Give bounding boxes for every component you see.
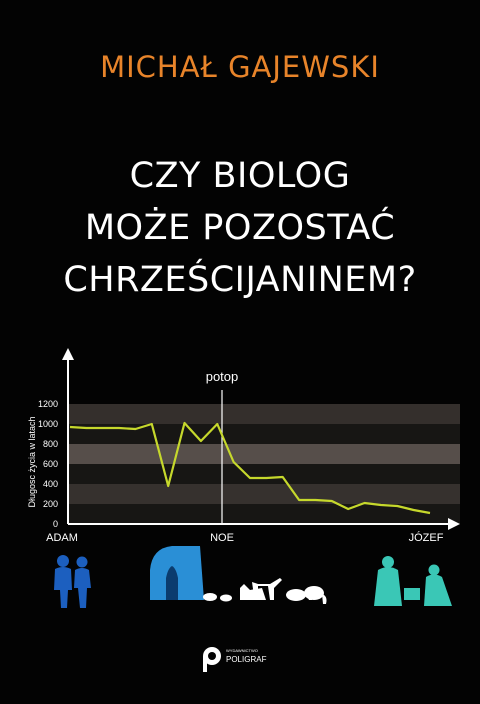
chart-band bbox=[68, 504, 460, 524]
joseph-illustration bbox=[374, 556, 452, 606]
y-tick-labels: 0 200 400 600 800 1000 1200 bbox=[38, 399, 58, 529]
flood-annotation: potop bbox=[206, 369, 239, 384]
y-tick-label: 600 bbox=[43, 459, 58, 469]
lifespan-series-line bbox=[69, 421, 431, 515]
noah-ark-illustration bbox=[150, 546, 327, 604]
chart-band bbox=[68, 444, 460, 464]
chart-band bbox=[68, 464, 460, 484]
publisher-line2: POLIGRAF bbox=[226, 655, 267, 664]
x-label-noe: NOE bbox=[210, 532, 234, 544]
author-name: MICHAŁ GAJEWSKI bbox=[100, 50, 380, 84]
title-line-1: CZY BIOLOG bbox=[129, 156, 351, 196]
x-label-jozef: JÓZEF bbox=[409, 531, 444, 544]
book-title: CZY BIOLOG MOŻE POZOSTAĆ CHRZEŚCIJANINEM… bbox=[0, 150, 480, 306]
chart-band bbox=[68, 484, 460, 504]
title-line-2: MOŻE POZOSTAĆ bbox=[84, 208, 396, 248]
title-line-3: CHRZEŚCIJANINEM? bbox=[63, 260, 417, 300]
y-tick-label: 1000 bbox=[38, 419, 58, 429]
y-tick-label: 800 bbox=[43, 439, 58, 449]
y-axis-arrow bbox=[62, 348, 74, 360]
y-tick-label: 0 bbox=[53, 519, 58, 529]
publisher-line1: WYDAWNICTWO bbox=[226, 648, 258, 653]
adam-and-eve-illustration bbox=[54, 555, 91, 608]
y-axis-label: Długosc życia w latach bbox=[27, 416, 37, 507]
x-axis-arrow bbox=[448, 518, 460, 530]
y-tick-label: 1200 bbox=[38, 399, 58, 409]
chart-band bbox=[68, 404, 460, 424]
chart-band bbox=[68, 424, 460, 444]
y-tick-label: 200 bbox=[43, 499, 58, 509]
x-label-adam: ADAM bbox=[46, 532, 78, 544]
y-tick-label: 400 bbox=[43, 479, 58, 489]
publisher-logo: WYDAWNICTWO POLIGRAF bbox=[203, 647, 267, 672]
